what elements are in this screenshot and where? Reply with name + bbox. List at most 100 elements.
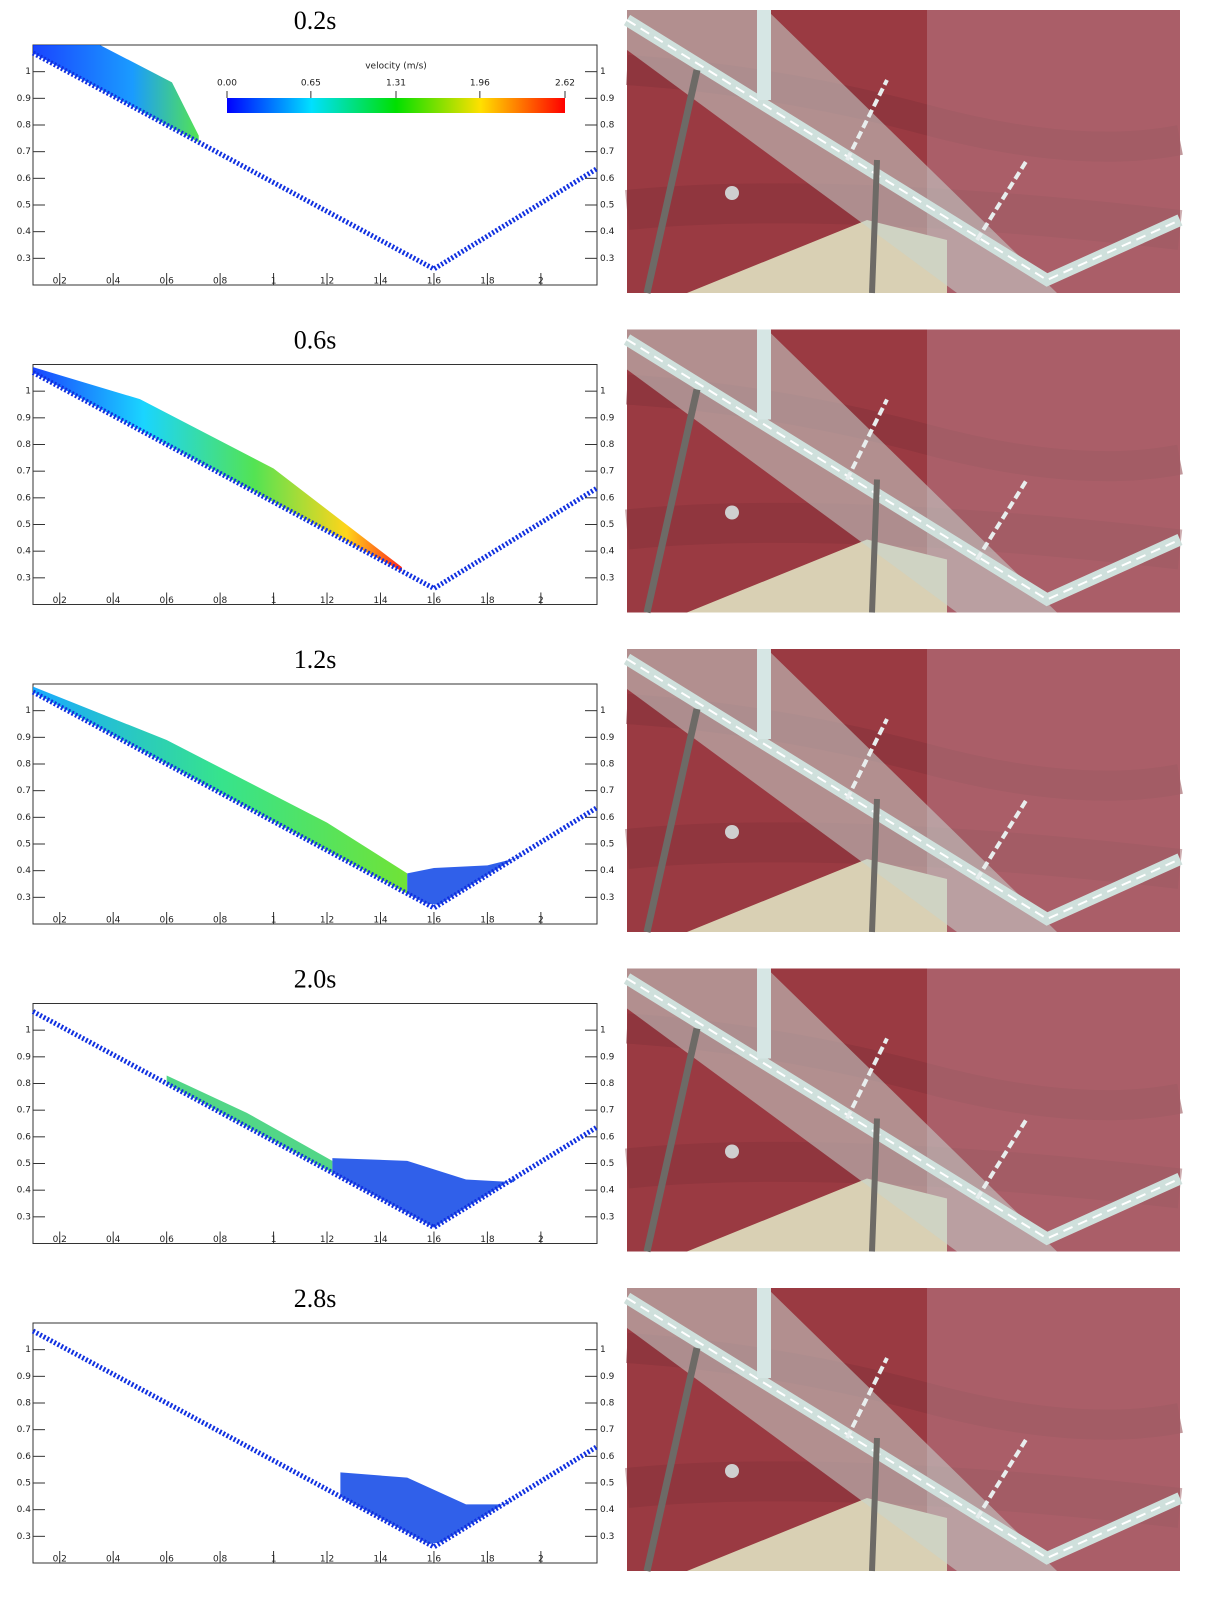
plot-frame <box>32 1322 598 1564</box>
y-tick-label: 0.9 <box>17 733 32 743</box>
x-tick-label: 1.6 <box>427 1235 442 1245</box>
plot-frame <box>32 683 598 925</box>
plot: 0.2 0.4 0.6 0.8 1 1.2 1.4 1.6 1.8 2 0.3 0.3 0.4 0.4 0.… <box>17 364 615 606</box>
y-tick-label: 1 <box>600 1345 606 1355</box>
y-tick-label: 0.8 <box>600 440 615 450</box>
y-tick-label: 0.4 <box>600 227 615 237</box>
panel-title: 0.6s <box>294 325 337 354</box>
y-tick-label: 0.5 <box>17 1479 31 1489</box>
y-tick-label: 0.9 <box>600 1372 615 1382</box>
y-tick-label: 0.4 <box>17 866 32 876</box>
y-tick-label: 0.7 <box>600 1425 614 1435</box>
photo <box>627 1288 1180 1571</box>
y-tick-label: 0.3 <box>600 1212 614 1222</box>
x-tick-label: 0.2 <box>53 1555 67 1565</box>
fluid <box>332 1158 515 1228</box>
y-tick-label: 0.3 <box>600 1532 614 1542</box>
y-tick-label: 0.4 <box>600 1505 615 1515</box>
x-tick-label: 1 <box>271 1555 277 1565</box>
y-tick-label: 0.3 <box>17 893 31 903</box>
colorbar-tick-label: 0.00 <box>217 79 237 89</box>
y-tick-label: 0.7 <box>17 786 31 796</box>
y-tick-label: 0.3 <box>17 573 31 583</box>
y-tick-label: 0.7 <box>600 467 614 477</box>
x-tick-label: 1.6 <box>427 596 442 606</box>
x-tick-label: 1.4 <box>373 277 388 287</box>
plot: 0.2 0.4 0.6 0.8 1 1.2 1.4 1.6 1.8 2 0.3 0.3 0.4 0.4 0.… <box>17 1322 615 1565</box>
x-tick-label: 1.8 <box>480 596 495 606</box>
plot-frame <box>32 1003 598 1244</box>
x-tick-label: 0.4 <box>106 277 121 287</box>
y-tick-label: 0.6 <box>600 493 615 503</box>
y-tick-label: 0.6 <box>600 174 615 184</box>
photo <box>627 649 1180 932</box>
colorbar-tick-label: 2.62 <box>555 79 575 89</box>
plot: 0.2 0.4 0.6 0.8 1 1.2 1.4 1.6 1.8 2 0.3 0.3 0.4 0.4 0.… <box>17 1003 615 1245</box>
y-tick-label: 1 <box>600 67 606 77</box>
x-tick-label: 2 <box>538 1235 544 1245</box>
x-tick-label: 1.4 <box>373 1555 388 1565</box>
fluid <box>407 855 520 905</box>
x-tick-label: 1.8 <box>480 277 495 287</box>
x-tick-label: 0.4 <box>106 1235 121 1245</box>
y-tick-label: 0.3 <box>600 893 614 903</box>
x-tick-label: 0.8 <box>213 277 228 287</box>
x-tick-label: 1.6 <box>427 277 442 287</box>
y-tick-label: 1 <box>600 1026 606 1036</box>
y-tick-label: 0.9 <box>17 1052 32 1062</box>
y-tick-label: 1 <box>25 706 31 716</box>
y-tick-label: 1 <box>25 387 31 397</box>
x-tick-label: 1.4 <box>373 596 388 606</box>
y-tick-label: 0.6 <box>17 1132 32 1142</box>
x-tick-label: 0.4 <box>106 596 121 606</box>
y-tick-label: 0.3 <box>600 254 614 264</box>
x-tick-label: 0.4 <box>106 916 121 926</box>
x-tick-label: 0.2 <box>53 277 67 287</box>
y-tick-label: 1 <box>600 706 606 716</box>
x-tick-label: 0.6 <box>159 277 174 287</box>
photo <box>627 10 1180 293</box>
y-tick-label: 0.3 <box>600 573 614 583</box>
photo <box>627 330 1180 613</box>
panel-title: 1.2s <box>294 645 337 674</box>
x-tick-label: 1 <box>271 1235 277 1245</box>
y-tick-label: 0.6 <box>17 1452 32 1462</box>
y-tick-label: 0.5 <box>17 840 31 850</box>
x-tick-label: 1.6 <box>427 916 442 926</box>
y-tick-label: 0.5 <box>600 1479 614 1489</box>
y-tick-label: 0.8 <box>17 1399 32 1409</box>
x-tick-label: 0.8 <box>213 596 228 606</box>
y-tick-label: 0.7 <box>17 1425 31 1435</box>
y-tick-label: 0.9 <box>600 1052 615 1062</box>
y-tick-label: 0.4 <box>17 1505 32 1515</box>
colorbar-tick-label: 1.31 <box>386 79 406 89</box>
y-tick-label: 1 <box>25 1345 31 1355</box>
y-tick-label: 0.5 <box>17 201 31 211</box>
x-tick-label: 0.6 <box>159 596 174 606</box>
y-tick-label: 0.3 <box>17 1532 31 1542</box>
y-tick-label: 0.9 <box>17 413 32 423</box>
y-tick-label: 1 <box>25 67 31 77</box>
x-tick-label: 1 <box>271 277 277 287</box>
y-tick-label: 0.9 <box>600 413 615 423</box>
y-tick-label: 0.4 <box>17 227 32 237</box>
y-tick-label: 0.4 <box>600 547 615 557</box>
x-tick-label: 1.4 <box>373 916 388 926</box>
plot: 0.2 0.4 0.6 0.8 1 1.2 1.4 1.6 1.8 2 0.3 0.3 0.4 0.4 0.… <box>17 683 615 926</box>
x-tick-label: 0.4 <box>106 1555 121 1565</box>
y-tick-label: 0.8 <box>17 440 32 450</box>
y-tick-label: 0.3 <box>17 1212 31 1222</box>
x-tick-label: 1.4 <box>373 1235 388 1245</box>
x-tick-label: 0.8 <box>213 916 228 926</box>
y-tick-label: 0.4 <box>600 1186 615 1196</box>
y-tick-label: 1 <box>600 387 606 397</box>
y-tick-label: 0.7 <box>600 1106 614 1116</box>
y-tick-label: 0.8 <box>600 1079 615 1089</box>
x-tick-label: 1.2 <box>320 1555 334 1565</box>
x-tick-label: 1.2 <box>320 1235 334 1245</box>
panel-title: 0.2s <box>294 6 337 35</box>
photo <box>627 969 1180 1252</box>
x-tick-label: 0.6 <box>159 1235 174 1245</box>
y-tick-label: 0.4 <box>17 1186 32 1196</box>
